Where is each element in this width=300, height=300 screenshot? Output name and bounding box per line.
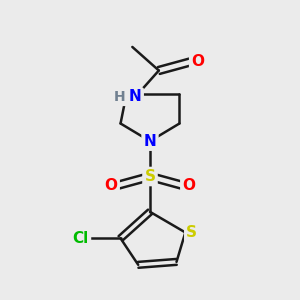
Text: Cl: Cl <box>73 231 89 246</box>
Text: O: O <box>182 178 195 193</box>
Text: O: O <box>105 178 118 193</box>
Text: O: O <box>191 54 204 69</box>
Text: N: N <box>129 89 142 104</box>
Text: S: S <box>186 225 197 240</box>
Text: S: S <box>145 169 155 184</box>
Text: N: N <box>144 134 156 149</box>
Text: H: H <box>114 90 126 104</box>
